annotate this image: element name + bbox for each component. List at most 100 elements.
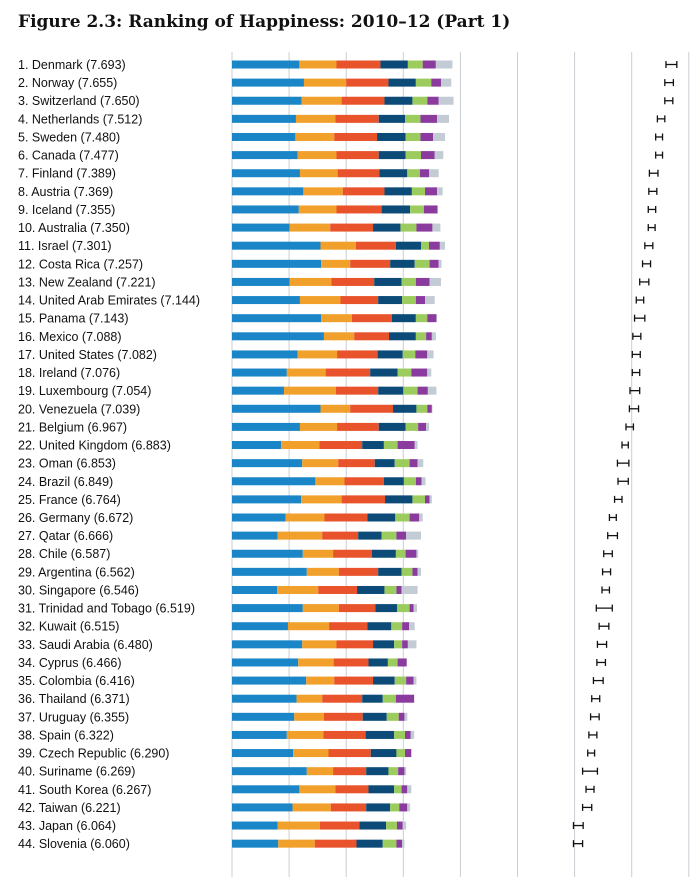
bar-segment [277,585,319,594]
bar-segment [232,531,278,540]
row-label: 28. Chile (6.587) [18,547,110,561]
error-bar [635,296,645,304]
bar-segment [374,459,395,468]
bar-segment [337,350,378,359]
bar-segment [277,531,323,540]
bar-segment [346,78,389,87]
bar-segment [415,296,425,305]
error-bar [601,586,611,594]
bar-segment [232,296,300,305]
bar-segment [373,223,401,232]
bar-segment [371,549,396,558]
error-bar [648,187,658,195]
bar-segment [330,803,367,812]
bar-segment [424,187,437,196]
bar-segment [410,205,424,214]
bar-segment [429,495,432,504]
bar-segment [428,241,440,250]
bar-segment [394,785,402,794]
bar-segment [398,712,405,721]
error-bar [631,369,641,377]
bar-segment [297,350,338,359]
row-label: 37. Uruguay (6.355) [18,710,129,724]
bar-segment [302,549,334,558]
bar-segment [424,296,435,305]
error-bar [588,731,598,739]
bar-segment [370,368,398,377]
bar-segment [232,205,299,214]
bar-segment [232,803,293,812]
row-label: 39. Czech Republic (6.290) [18,747,169,761]
bar-segment [338,459,375,468]
row-label: 44. Slovenia (6.060) [18,837,130,851]
bar-segment [402,640,408,649]
bar-segment [298,205,337,214]
bar-segment [407,60,423,69]
bar-segment [232,96,302,105]
bar-segment [415,332,427,341]
bar-segment [323,712,363,721]
bar-segment [401,567,413,576]
bar-segment [378,567,402,576]
bar-segment [321,314,352,323]
bar-segment [232,730,287,739]
error-bar [601,568,612,576]
error-bar [616,459,630,467]
bar-segment [396,585,402,594]
error-bar [572,822,584,830]
bar-segment [429,277,441,286]
error-bar [572,840,584,848]
bar-segment [302,640,337,649]
bar-segment [232,422,300,431]
bar-segment [232,477,316,486]
bar-segment [401,785,408,794]
bar-segment [402,622,410,631]
bar-segment [397,658,407,667]
bar-segment [285,513,325,522]
bar-segment [286,730,324,739]
bar-segment [232,60,300,69]
bar-segment [299,169,338,178]
bar-segment [368,658,388,667]
bar-segment [438,96,454,105]
bar-segment [306,676,335,685]
bar-segment [427,350,434,359]
bar-segment [431,332,436,341]
bar-segment [397,821,403,830]
bar-segment [440,78,452,87]
bar-segment [281,441,320,450]
bar-segment [232,459,303,468]
bar-segment [405,730,411,739]
bar-segment [416,223,433,232]
bar-segment [384,96,413,105]
bar-segment [365,730,395,739]
bar-segment [344,477,384,486]
bar-segment [301,495,342,504]
bar-segment [362,694,383,703]
bar-segment [383,477,404,486]
bar-segment [427,386,437,395]
bar-segment [381,205,411,214]
bar-segment [367,513,396,522]
bar-segment [398,767,405,776]
bar-segment [335,785,369,794]
bar-segment [318,585,358,594]
bar-segment [421,151,435,160]
bar-segment [409,622,415,631]
bar-segment [232,169,300,178]
bar-segment [320,241,356,250]
bar-segment [429,259,439,268]
bar-segment [325,368,371,377]
bar-segment [321,259,351,268]
bar-segment [378,296,403,305]
bar-segment [411,368,428,377]
bar-segment [362,441,384,450]
bar-segment [394,730,406,739]
bar-segment [337,422,379,431]
chart-title: Figure 2.3: Ranking of Happiness: 2010–1… [18,12,511,32]
bar-segment [438,259,442,268]
row-label: 8. Austria (7.369) [18,185,113,199]
bar-segment [388,78,416,87]
bar-segment [232,241,321,250]
error-bar [585,785,595,793]
